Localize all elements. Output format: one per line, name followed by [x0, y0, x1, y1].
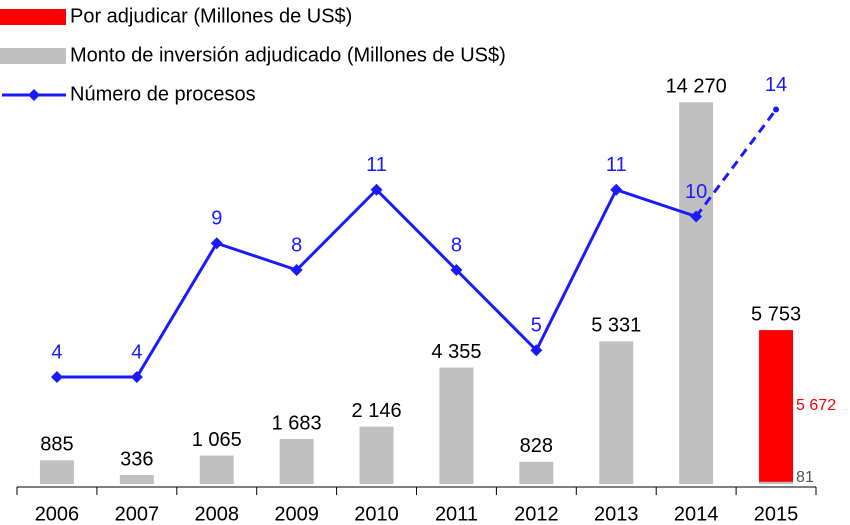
x-tick-label: 2006	[35, 503, 80, 525]
legend-marker	[28, 89, 40, 101]
line-segment	[694, 108, 778, 218]
bar	[359, 426, 394, 484]
line-segment	[455, 268, 538, 352]
marker	[690, 210, 703, 223]
value-label: 81	[796, 469, 814, 486]
bar	[119, 475, 154, 484]
value-label: 5 331	[591, 315, 641, 337]
value-label: 8	[291, 234, 302, 256]
line-segment	[295, 188, 378, 272]
marker	[130, 371, 143, 383]
x-tick-label: 2013	[594, 503, 639, 525]
x-tick-label: 2009	[274, 503, 319, 525]
bar	[519, 461, 554, 484]
value-label: 14	[765, 74, 787, 96]
value-label: 336	[120, 448, 153, 470]
value-label: 2 146	[352, 400, 402, 422]
marker	[610, 183, 623, 196]
marker	[450, 264, 463, 276]
x-tick-label: 2008	[195, 503, 240, 525]
line-segment	[216, 241, 298, 272]
line-segment	[375, 188, 458, 272]
x-tick-label: 2015	[754, 503, 799, 525]
x-tick-label: 2011	[435, 503, 478, 525]
value-label: 5	[531, 315, 542, 337]
x-tick-label: 2010	[354, 503, 399, 525]
marker	[370, 183, 383, 196]
bar	[39, 460, 74, 484]
marker	[210, 237, 223, 250]
line-segment	[135, 242, 219, 378]
value-label: 10	[685, 181, 707, 203]
marker	[773, 106, 780, 113]
bar	[679, 102, 714, 484]
marker	[530, 344, 543, 357]
x-tick-label: 2012	[514, 503, 559, 525]
bar	[759, 330, 794, 482]
value-label: 828	[520, 435, 553, 457]
value-label: 1 065	[192, 429, 242, 451]
value-label: 8	[451, 234, 462, 256]
bar	[279, 438, 314, 484]
x-tick-label: 2014	[674, 503, 719, 525]
bar	[199, 455, 234, 484]
legend-swatch	[0, 9, 66, 25]
value-label: 4 355	[431, 341, 481, 363]
value-label: 5 672	[796, 397, 836, 414]
line-segment	[535, 189, 618, 351]
marker	[50, 371, 63, 383]
bar	[599, 341, 634, 484]
legend-label: Número de procesos	[70, 83, 256, 105]
value-label: 1 683	[272, 412, 322, 434]
legend-swatch	[0, 48, 66, 64]
legend-label: Por adjudicar (Millones de US$)	[70, 5, 352, 27]
x-tick-label: 2007	[115, 503, 160, 525]
legend-label: Monto de inversión adjudicado (Millones …	[70, 44, 506, 66]
value-label: 11	[606, 154, 627, 176]
value-label: 885	[40, 434, 73, 456]
value-label: 9	[211, 208, 222, 230]
bar	[439, 367, 474, 484]
total-label: 5 753	[751, 303, 801, 325]
line-segment	[615, 188, 697, 218]
value-label: 11	[366, 154, 387, 176]
bar	[759, 481, 794, 484]
value-label: 4	[131, 341, 142, 363]
value-label: 14 270	[666, 76, 727, 98]
marker	[290, 264, 303, 276]
value-label: 4	[51, 341, 62, 363]
